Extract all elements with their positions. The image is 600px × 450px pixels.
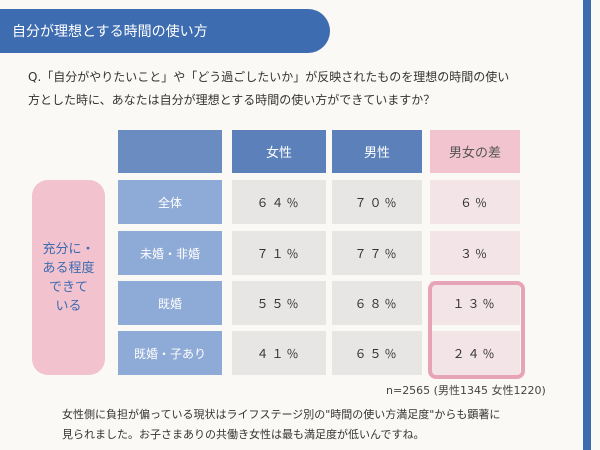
footer-line: 見られました。お子さまありの共働き女性は最も満足度が低いんですね。 bbox=[62, 428, 425, 441]
column-header: 男女の差 bbox=[430, 130, 520, 173]
question-line: 方とした時に、あなたは自分が理想とする時間の使い方ができていますか？ bbox=[28, 93, 436, 107]
sample-note: n=2565 (男性1345 女性1220) bbox=[386, 384, 546, 397]
header-cell bbox=[118, 130, 222, 173]
side-label: 充分に・ある程度できている bbox=[32, 180, 105, 375]
table-cell: ３％ bbox=[430, 231, 520, 275]
title-banner: 自分が理想とする時間の使い方 bbox=[0, 9, 330, 53]
table-cell: ７７％ bbox=[332, 231, 422, 275]
table-cell: ６４％ bbox=[232, 180, 326, 224]
row-label: 既婚・子あり bbox=[118, 331, 222, 375]
column-header: 女性 bbox=[232, 130, 326, 173]
row-label: 既婚 bbox=[118, 281, 222, 325]
table-cell: ５５％ bbox=[232, 281, 326, 325]
side-label-line: いる bbox=[55, 298, 82, 314]
row-label: 未婚・非婚 bbox=[118, 231, 222, 275]
table-cell: ７１％ bbox=[232, 231, 326, 275]
footer-line: 女性側に負担が偏っている現状はライフステージ別の"時間の使い方満足度"からも顕著… bbox=[62, 408, 501, 421]
side-bar bbox=[583, 0, 591, 450]
side-label-line: ある程度 bbox=[42, 260, 95, 276]
row-label: 全体 bbox=[118, 180, 222, 224]
table-cell: ６８％ bbox=[332, 281, 422, 325]
side-label-line: できて bbox=[48, 279, 88, 295]
table-cell: ４１％ bbox=[232, 331, 326, 375]
table-cell: ６５％ bbox=[332, 331, 422, 375]
table-cell: ６％ bbox=[430, 180, 520, 224]
question-line: Q.「自分がやりたいこと」や「どう過ごしたいか」が反映されたものを理想の時間の使… bbox=[28, 70, 510, 84]
table-cell: ２４％ bbox=[430, 331, 520, 375]
table-cell: ７０％ bbox=[332, 180, 422, 224]
side-label-line: 充分に・ bbox=[42, 241, 95, 257]
table-cell: １３％ bbox=[430, 281, 520, 325]
highlight-box bbox=[428, 281, 525, 379]
title: 自分が理想とする時間の使い方 bbox=[12, 24, 208, 40]
column-header: 男性 bbox=[332, 130, 422, 173]
